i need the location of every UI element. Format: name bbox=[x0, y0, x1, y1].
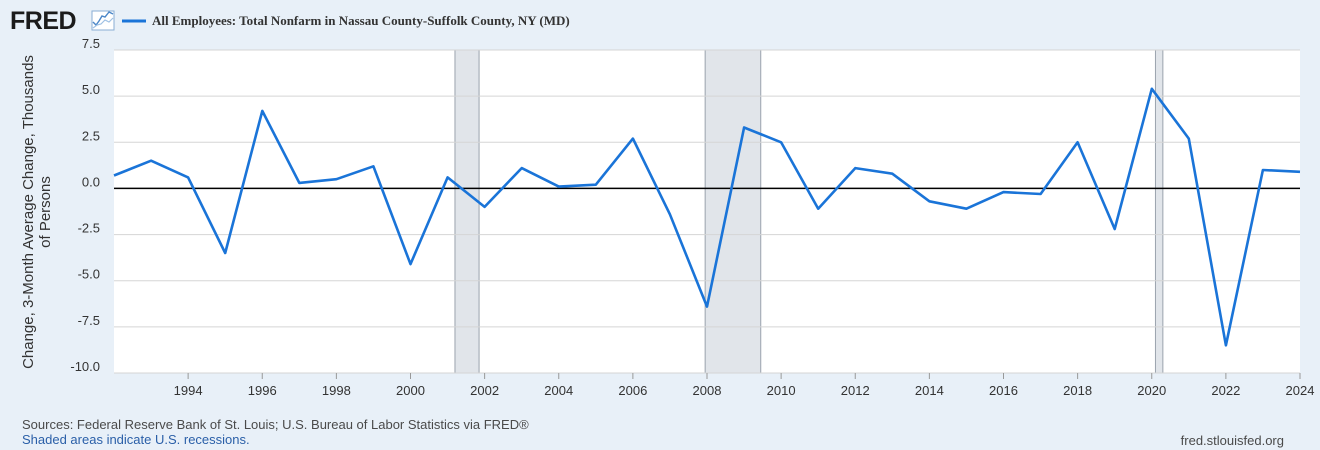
footer-sources-block: Sources: Federal Reserve Bank of St. Lou… bbox=[22, 417, 529, 447]
y-tick-label: -10.0 bbox=[70, 359, 100, 374]
recession-note-link[interactable]: Shaded areas indicate U.S. recessions. bbox=[22, 432, 250, 447]
legend: All Employees: Total Nonfarm in Nassau C… bbox=[122, 13, 570, 28]
y-tick-label: 5.0 bbox=[82, 82, 100, 97]
y-tick-label: 2.5 bbox=[82, 128, 100, 143]
recession-band-3 bbox=[1155, 50, 1163, 373]
x-tick-label: 2022 bbox=[1211, 383, 1240, 398]
recession-band-2 bbox=[705, 50, 761, 373]
y-tick-label: -7.5 bbox=[78, 313, 100, 328]
x-tick-label: 1998 bbox=[322, 383, 351, 398]
y-axis-title-line-2: of Persons bbox=[37, 176, 54, 248]
y-tick-label: -2.5 bbox=[78, 221, 100, 236]
x-tick-label: 1996 bbox=[248, 383, 277, 398]
y-axis-title: Change, 3-Month Average Change, Thousand… bbox=[20, 55, 54, 369]
fred-logo[interactable]: FRED bbox=[10, 7, 115, 35]
footer-sources: Sources: Federal Reserve Bank of St. Lou… bbox=[22, 417, 529, 432]
x-tick-label: 2000 bbox=[396, 383, 425, 398]
x-tick-label: 2024 bbox=[1286, 383, 1315, 398]
footer-site-link[interactable]: fred.stlouisfed.org bbox=[1180, 433, 1284, 448]
x-axis-ticks: 1994 1996 1998 2000 2002 2004 2006 2008 2010 2012… bbox=[174, 373, 1315, 398]
recession-shading bbox=[454, 50, 1164, 373]
fred-chart-icon bbox=[91, 10, 115, 31]
x-tick-label: 2002 bbox=[470, 383, 499, 398]
x-tick-label: 2008 bbox=[693, 383, 722, 398]
y-tick-label: -5.0 bbox=[78, 267, 100, 282]
series-line bbox=[113, 87, 1301, 347]
x-tick-label: 2018 bbox=[1063, 383, 1092, 398]
x-tick-label: 2004 bbox=[544, 383, 573, 398]
x-tick-label: 2010 bbox=[767, 383, 796, 398]
x-tick-label: 1994 bbox=[174, 383, 203, 398]
x-tick-label: 2020 bbox=[1137, 383, 1166, 398]
x-tick-label: 2016 bbox=[989, 383, 1018, 398]
fred-logo-text: FRED bbox=[10, 7, 76, 35]
x-tick-label: 2014 bbox=[915, 383, 944, 398]
x-tick-label: 2006 bbox=[618, 383, 647, 398]
chart-title: All Employees: Total Nonfarm in Nassau C… bbox=[152, 13, 570, 28]
y-axis-ticks: 7.5 5.0 2.5 0.0 -2.5 -5.0 -7.5 -10.0 bbox=[70, 36, 100, 374]
y-tick-label: 0.0 bbox=[82, 174, 100, 189]
recession-band-1 bbox=[454, 50, 480, 373]
y-axis-title-line-1: Change, 3-Month Average Change, Thousand… bbox=[20, 55, 37, 369]
y-tick-label: 7.5 bbox=[82, 36, 100, 51]
x-tick-label: 2012 bbox=[841, 383, 870, 398]
